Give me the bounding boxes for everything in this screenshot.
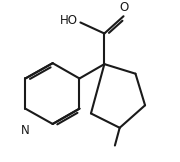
Text: O: O [120, 1, 129, 14]
Text: N: N [21, 124, 30, 137]
Text: HO: HO [60, 14, 78, 27]
